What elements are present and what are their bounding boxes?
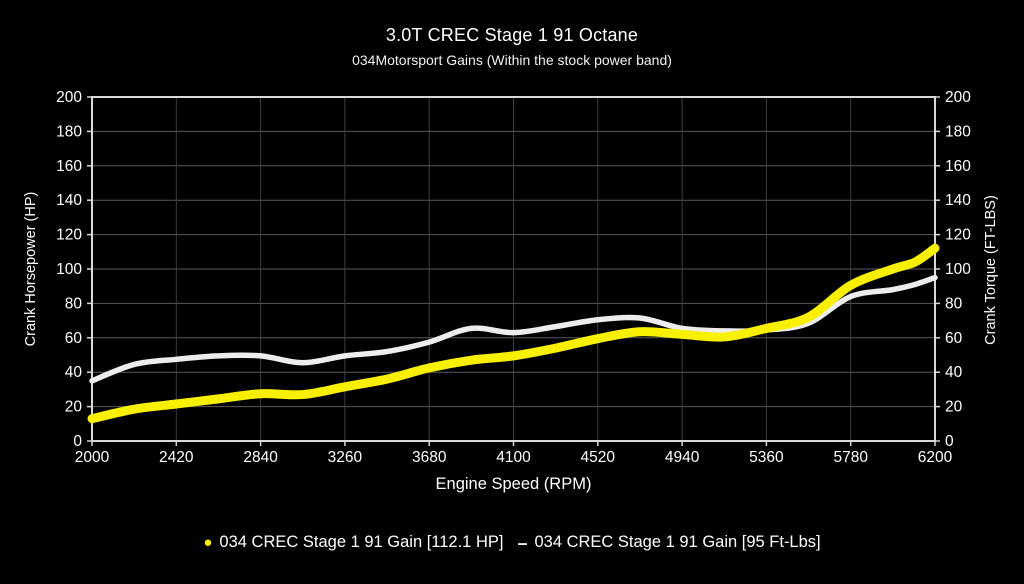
torque-series-dash-icon: – [517, 532, 528, 553]
y-tick-label-right: 200 [945, 89, 971, 106]
x-tick-label: 3680 [412, 449, 447, 466]
torque-gain-curve [89, 274, 938, 384]
x-tick-label: 4940 [665, 449, 700, 466]
x-tick-label: 5360 [749, 449, 784, 466]
y-tick-label-left: 40 [65, 364, 83, 381]
x-tick-label: 2840 [243, 449, 278, 466]
x-tick-label: 4100 [496, 449, 531, 466]
x-axis-label: Engine Speed (RPM) [435, 475, 592, 493]
y-axis-label-right: Crank Torque (FT-LBS) [983, 195, 999, 345]
chart-legend: ● 034 CREC Stage 1 91 Gain [112.1 HP] – … [0, 533, 1024, 552]
y-tick-label-left: 120 [56, 227, 82, 244]
y-tick-label-right: 20 [945, 399, 963, 416]
x-tick-label: 5780 [833, 449, 868, 466]
y-tick-label-right: 80 [945, 295, 963, 312]
y-tick-label-left: 80 [65, 295, 83, 312]
y-tick-label-right: 120 [945, 227, 971, 244]
y-axis-label-left: Crank Horsepower (HP) [23, 191, 39, 347]
x-tick-label: 2420 [159, 449, 194, 466]
legend-label-hp: 034 CREC Stage 1 91 Gain [112.1 HP] [219, 533, 504, 551]
x-tick-label: 2000 [75, 449, 110, 466]
y-tick-label-right: 0 [945, 433, 954, 450]
y-tick-label-left: 180 [56, 123, 82, 140]
y-tick-label-left: 200 [56, 89, 82, 106]
y-tick-label-left: 140 [56, 192, 82, 209]
chart-title: 3.0T CREC Stage 1 91 Octane [385, 25, 639, 45]
y-tick-label-right: 180 [945, 123, 971, 140]
y-tick-label-left: 60 [65, 330, 83, 347]
hp-series-dot-icon: ● [203, 534, 213, 551]
y-tick-label-right: 60 [945, 330, 963, 347]
x-tick-label: 3260 [328, 449, 363, 466]
y-tick-label-right: 40 [945, 364, 963, 381]
y-tick-label-right: 140 [945, 192, 971, 209]
legend-item-hp: ● 034 CREC Stage 1 91 Gain [112.1 HP] [203, 533, 503, 552]
y-tick-label-right: 100 [945, 261, 971, 278]
x-tick-label: 4520 [581, 449, 616, 466]
y-tick-label-left: 160 [56, 158, 82, 175]
x-tick-label: 6200 [918, 449, 953, 466]
y-tick-label-left: 100 [56, 261, 82, 278]
hp-gain-curve [87, 243, 940, 424]
legend-label-torque: 034 CREC Stage 1 91 Gain [95 Ft-Lbs] [534, 533, 821, 551]
chart-subtitle: 034Motorsport Gains (Within the stock po… [352, 52, 672, 68]
y-tick-label-right: 160 [945, 158, 971, 175]
legend-item-torque: – 034 CREC Stage 1 91 Gain [95 Ft-Lbs] [517, 533, 820, 552]
y-tick-label-left: 0 [73, 433, 82, 450]
y-tick-label-left: 20 [65, 399, 83, 416]
